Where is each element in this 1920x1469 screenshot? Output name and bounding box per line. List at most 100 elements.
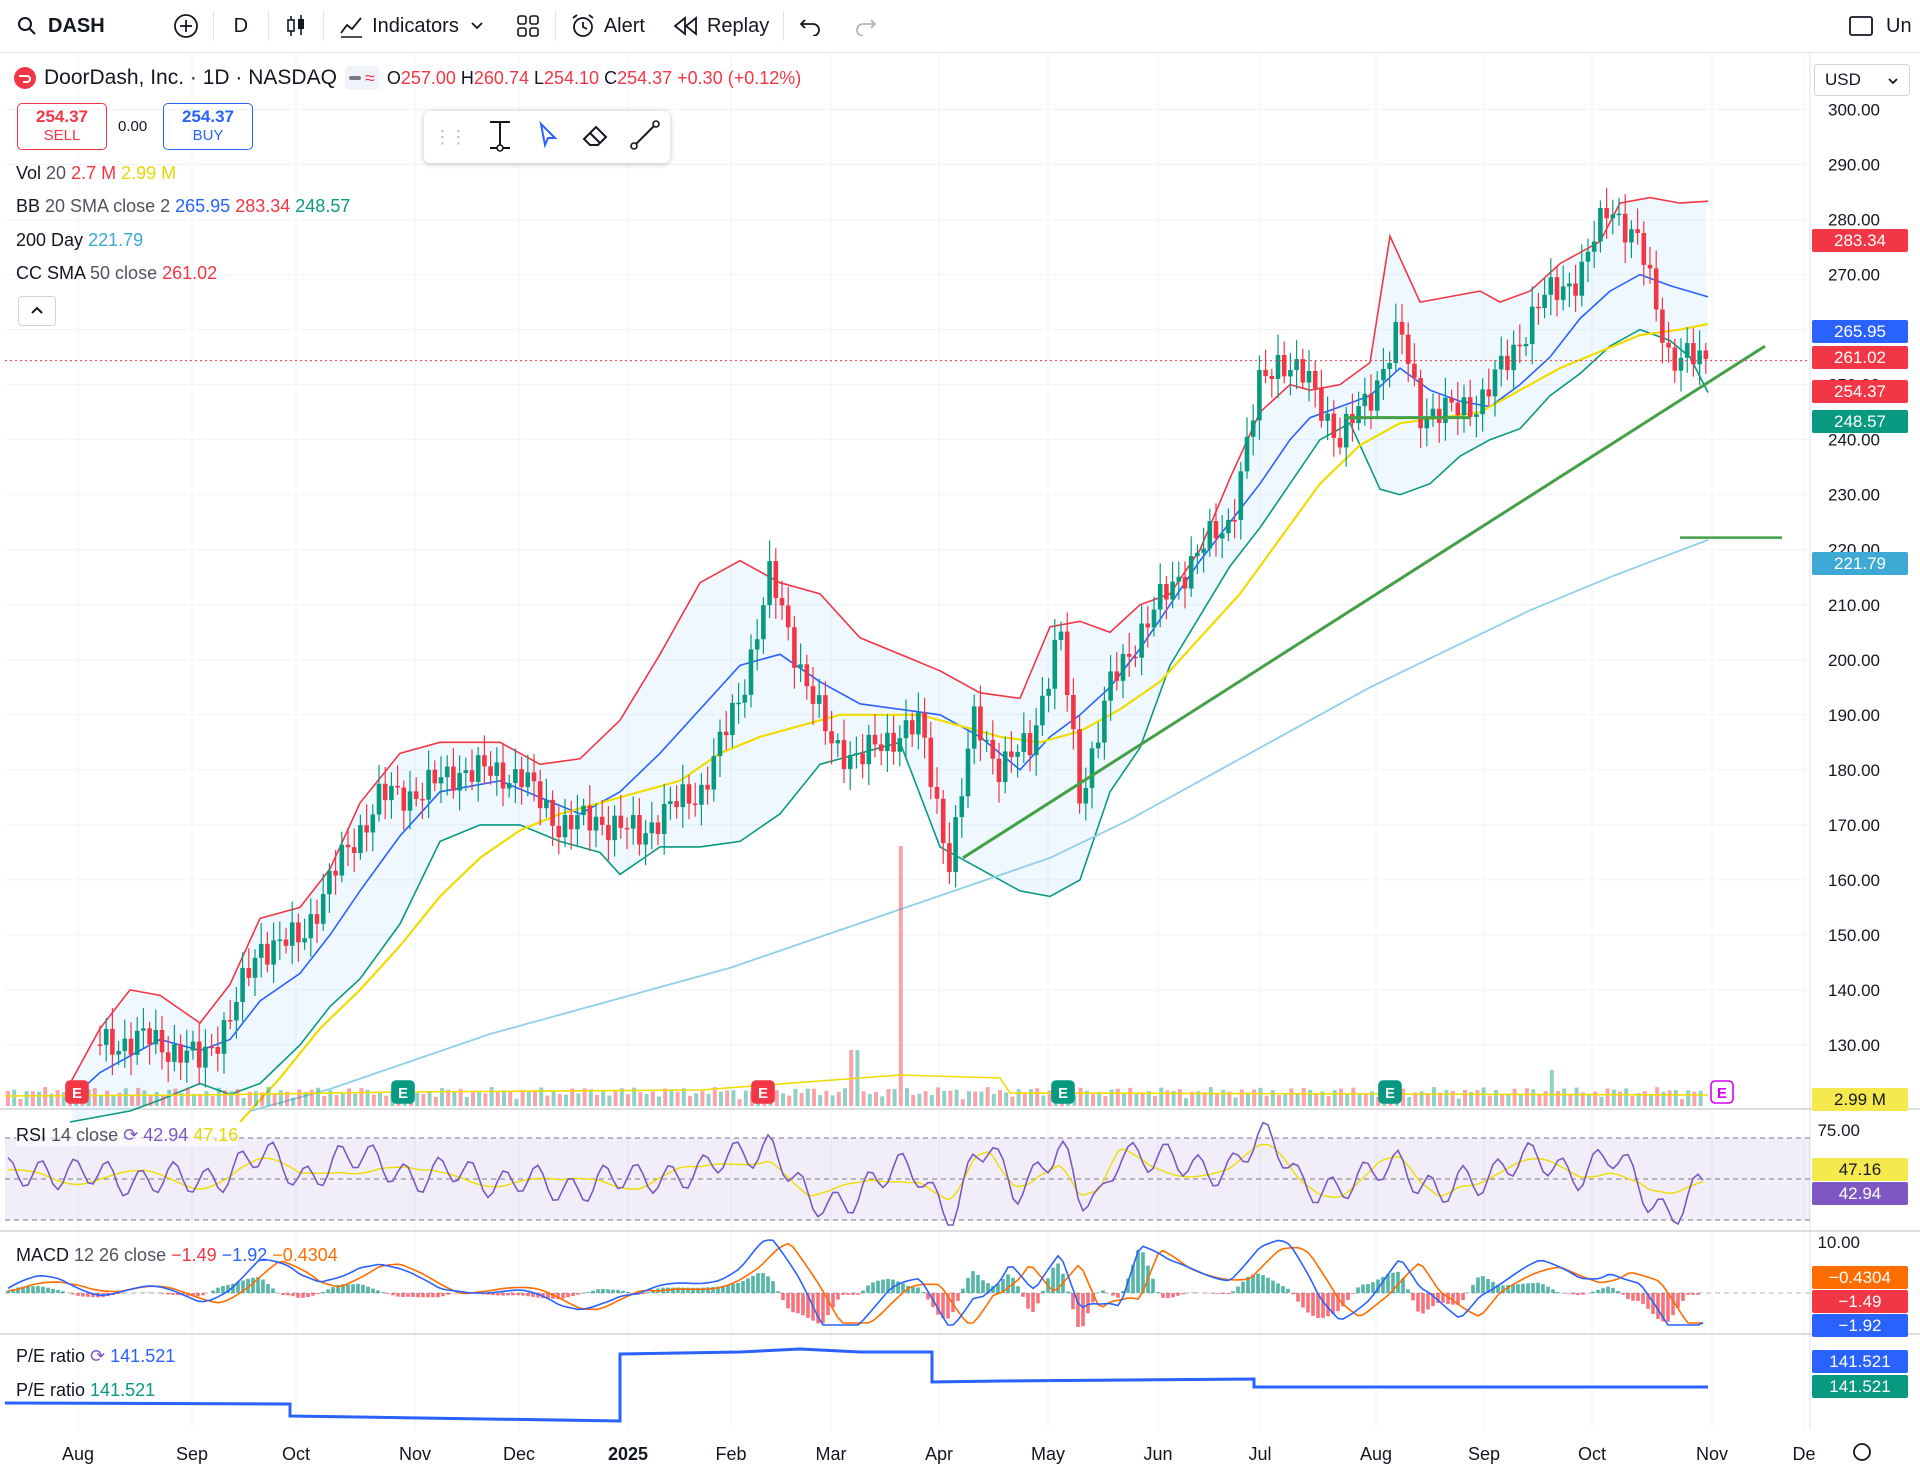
macd-histogram-bar (1521, 1283, 1525, 1293)
candle-body (116, 1050, 121, 1055)
volume-bar (774, 1090, 779, 1106)
settings-gear-icon[interactable] (1853, 1443, 1871, 1461)
macd-histogram-bar (61, 1291, 65, 1293)
volume-legend[interactable]: Vol 20 2.7 M 2.99 M (16, 163, 176, 184)
macd-legend[interactable]: MACD 12 26 close −1.49 −1.92 −0.4304 (16, 1245, 338, 1266)
volume-bar (1239, 1089, 1244, 1106)
volume-bar (793, 1088, 798, 1106)
ma200-legend[interactable]: 200 Day 221.79 (16, 230, 143, 251)
candle-body (1672, 347, 1678, 371)
account-menu[interactable]: Un (1882, 0, 1920, 52)
interval-button[interactable]: D (214, 0, 268, 52)
macd-histogram-bar (1576, 1293, 1580, 1296)
macd-histogram-bar (1081, 1293, 1085, 1327)
volume-bar (477, 1091, 482, 1106)
pe-legend-2[interactable]: P/E ratio 141.521 (16, 1380, 155, 1401)
candle-body (916, 712, 921, 735)
macd-histogram-bar (1121, 1291, 1125, 1293)
candle-body (178, 1044, 183, 1063)
layouts-button[interactable] (501, 0, 555, 52)
macd-histogram-bar (1311, 1293, 1315, 1316)
buy-button[interactable]: 254.37 BUY (163, 103, 253, 150)
spread-value: 0.00 (118, 118, 148, 135)
macd-histogram-bar (851, 1293, 855, 1295)
rsi-ma-tag: 47.16 (1812, 1158, 1908, 1181)
macd-histogram-bar (1491, 1281, 1495, 1293)
volume-bar (1134, 1094, 1139, 1106)
chart-type-button[interactable] (269, 0, 323, 52)
alert-button[interactable]: Alert (556, 0, 659, 52)
candle-body (463, 770, 469, 773)
volume-bar (1525, 1088, 1529, 1106)
candle-body (141, 1028, 146, 1031)
volume-bar (192, 1093, 196, 1106)
cc-sma-legend[interactable]: CC SMA 50 close 261.02 (16, 263, 217, 284)
change-value: +0.30 (+0.12%) (677, 67, 802, 88)
volume-bar (1599, 1096, 1604, 1106)
symbol-name[interactable]: DoorDash, Inc. · 1D · NASDAQ (44, 66, 337, 89)
macd-histogram-bar (671, 1287, 675, 1293)
y-tick-label: 240.00 (1828, 431, 1880, 450)
candle-body (1343, 413, 1349, 448)
candle-body (1263, 369, 1268, 377)
volume-bar (1035, 1088, 1040, 1106)
macd-histogram-bar (1266, 1277, 1270, 1293)
redo-button[interactable] (838, 0, 892, 52)
macd-histogram-bar (431, 1293, 435, 1298)
symbol-search[interactable]: DASH (0, 0, 119, 52)
volume-bar (1463, 1089, 1467, 1106)
macd-histogram-bar (646, 1292, 650, 1293)
volume-bar (1351, 1087, 1356, 1106)
drag-handle-icon[interactable]: ⋮⋮ (433, 126, 467, 147)
symbol-header: DoorDash, Inc. · 1D · NASDAQ ≈ O257.00 H… (14, 66, 801, 90)
fullscreen-button[interactable] (1840, 0, 1882, 52)
candle-body (506, 782, 512, 789)
volume-bar (1270, 1090, 1275, 1106)
candle-body (1567, 283, 1572, 287)
pe-legend-1[interactable]: P/E ratio ⟳ 141.521 (16, 1346, 175, 1367)
macd-histogram-bar (791, 1293, 795, 1313)
earnings-marker-label: E (398, 1085, 408, 1102)
macd-histogram-bar (856, 1293, 860, 1295)
collapse-legend-button[interactable] (18, 296, 56, 326)
macd-histogram-bar (1656, 1293, 1660, 1319)
volume-bar (1208, 1087, 1213, 1106)
bb-legend[interactable]: BB 20 SMA close 2 265.95 283.34 248.57 (16, 196, 350, 217)
volume-bar (316, 1087, 320, 1106)
compare-symbol-button[interactable] (159, 0, 213, 52)
macd-histogram-bar (1386, 1274, 1390, 1293)
macd-histogram-bar (1441, 1293, 1445, 1303)
macd-histogram-bar (721, 1285, 725, 1293)
undo-button[interactable] (784, 0, 838, 52)
vol-ma-value: 2.99 M (121, 163, 177, 183)
macd-histogram-bar (231, 1283, 235, 1293)
volume-bar (1655, 1087, 1660, 1106)
candle-body (1052, 639, 1058, 689)
rsi-legend[interactable]: RSI 14 close ⟳ 42.94 47.16 (16, 1125, 239, 1146)
visibility-toggle[interactable]: ≈ (344, 66, 379, 90)
volume-bar (1549, 1070, 1554, 1106)
macd-histogram-bar (1616, 1291, 1620, 1293)
y-tick-label: 150.00 (1828, 926, 1880, 945)
volume-bar (130, 1094, 134, 1106)
volume-bar (1308, 1089, 1312, 1106)
volume-bar (533, 1090, 537, 1106)
indicators-button[interactable]: Indicators (324, 0, 501, 52)
macd-histogram-bar (26, 1286, 30, 1293)
measure-tool-icon[interactable] (484, 118, 516, 157)
cursor-tool-icon[interactable] (535, 120, 561, 154)
series-200-day (249, 539, 1709, 1112)
volume-bar (1010, 1096, 1015, 1106)
trend-line-tool-icon[interactable] (629, 119, 661, 156)
macd-histogram-bar (1056, 1263, 1060, 1293)
macd-histogram-bar (571, 1293, 575, 1296)
volume-bar (619, 1088, 624, 1106)
pe1-tag: 141.521 (1812, 1350, 1908, 1373)
eraser-tool-icon[interactable] (580, 121, 610, 154)
currency-select[interactable]: USD (1814, 64, 1910, 96)
candle-body (1622, 213, 1628, 243)
sell-button[interactable]: 254.37 SELL (17, 103, 107, 150)
volume-bar (1667, 1090, 1672, 1106)
replay-button[interactable]: Replay (659, 0, 783, 52)
